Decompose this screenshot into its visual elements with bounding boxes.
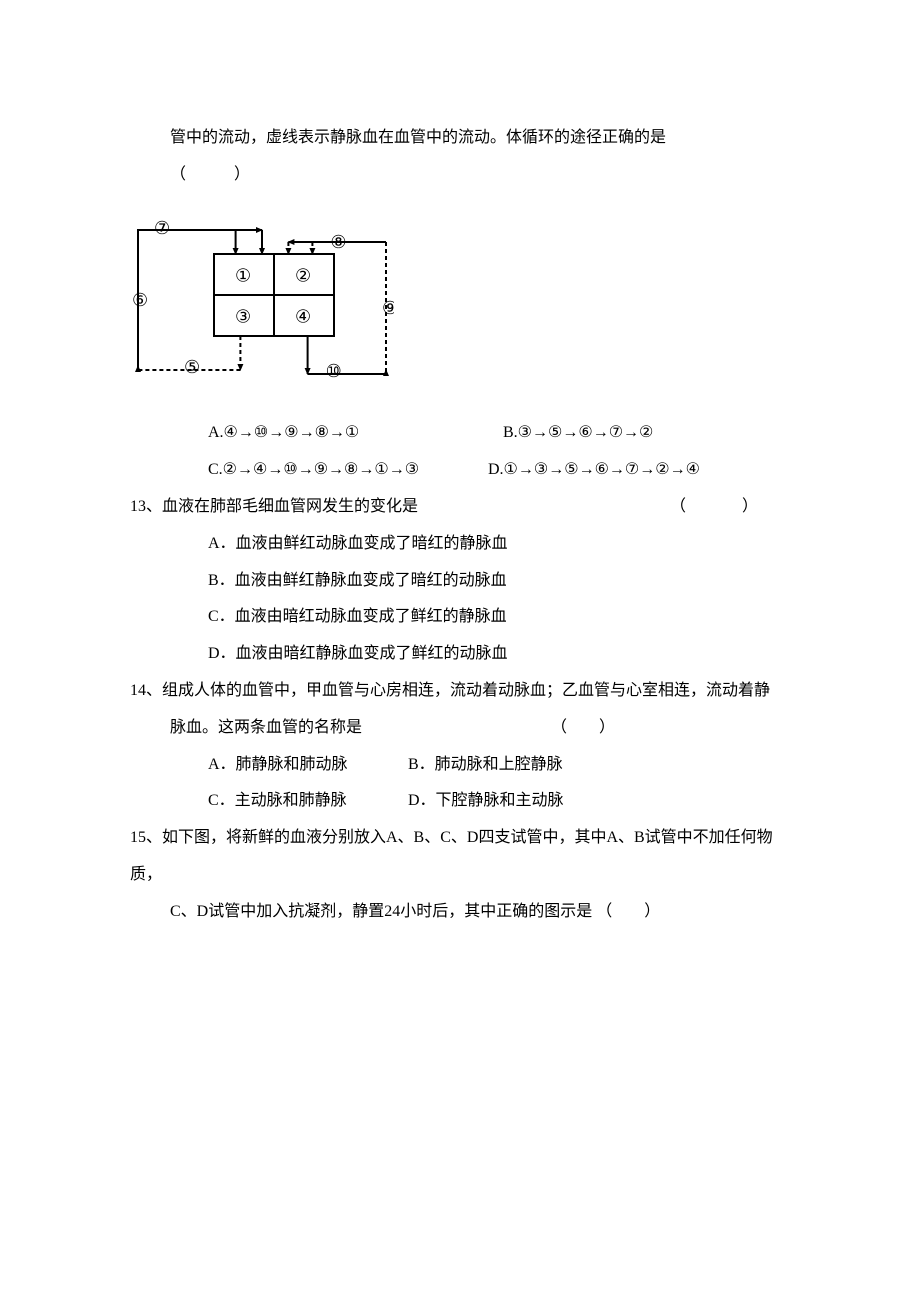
q14-opt-d: D．下腔静脉和主动脉 (408, 783, 564, 820)
q13-opt-d: D．血液由暗红静脉血变成了鲜红的动脉血 (130, 636, 790, 673)
svg-text:②: ② (295, 265, 311, 285)
svg-text:④: ④ (295, 306, 311, 326)
q14-opt-b: B．肺动脉和上腔静脉 (408, 747, 563, 784)
q14-blank: （ ） (551, 710, 615, 747)
q14-options-row1: A．肺静脉和肺动脉 B．肺动脉和上腔静脉 (130, 747, 790, 784)
q15-stem-line2: C、D试管中加入抗凝剂，静置24小时后，其中正确的图示是 （ ） (130, 894, 790, 931)
svg-text:⑤: ⑤ (184, 357, 200, 377)
q14-opt-c: C．主动脉和肺静脉 (208, 783, 408, 820)
q13-stem-text: 13、血液在肺部毛细血管网发生的变化是 (130, 489, 418, 526)
svg-text:①: ① (235, 265, 251, 285)
q12-options-row2: C.②→④→⑩→⑨→⑧→①→③ D.①→③→⑤→⑥→⑦→②→④ (130, 452, 790, 489)
circulation-diagram: ① ② ③ ④ ⑤ ⑥ ⑦ ⑧ ⑨ ⑩ (130, 214, 790, 401)
q12-opt-d: D.①→③→⑤→⑥→⑦→②→④ (488, 452, 790, 489)
svg-text:⑧: ⑧ (330, 232, 346, 252)
q12-opt-a: A.④→⑩→⑨→⑧→① (208, 415, 503, 452)
q12-options-row1: A.④→⑩→⑨→⑧→① B.③→⑤→⑥→⑦→② (130, 415, 790, 452)
q12-opt-c: C.②→④→⑩→⑨→⑧→①→③ (208, 452, 488, 489)
svg-text:⑨: ⑨ (382, 298, 394, 318)
svg-text:⑩: ⑩ (326, 361, 342, 381)
q12-continue-line1: 管中的流动，虚线表示静脉血在血管中的流动。体循环的途径正确的是 (130, 120, 790, 157)
q13-opt-c: C．血液由暗红动脉血变成了鲜红的静脉血 (130, 599, 790, 636)
svg-text:⑦: ⑦ (154, 218, 170, 238)
svg-text:⑥: ⑥ (132, 290, 148, 310)
q14-options-row2: C．主动脉和肺静脉 D．下腔静脉和主动脉 (130, 783, 790, 820)
q14-stem2-prefix: 脉血。这两条血管的名称是 (170, 719, 362, 736)
q13-opt-b: B．血液由鲜红静脉血变成了暗红的动脉血 (130, 563, 790, 600)
q15-stem-line1: 15、如下图，将新鲜的血液分别放入A、B、C、D四支试管中，其中A、B试管中不加… (130, 820, 790, 894)
q12-continue-line2: （ ） (130, 157, 790, 194)
q14-stem-line1: 14、组成人体的血管中，甲血管与心房相连，流动着动脉血；乙血管与心室相连，流动着… (130, 673, 790, 710)
q14-stem-line2: 脉血。这两条血管的名称是 （ ） (130, 710, 790, 747)
q13-stem: 13、血液在肺部毛细血管网发生的变化是 （ ） (130, 489, 790, 526)
q12-opt-b: B.③→⑤→⑥→⑦→② (503, 415, 790, 452)
q13-blank: （ ） (670, 489, 760, 526)
q14-opt-a: A．肺静脉和肺动脉 (208, 747, 408, 784)
svg-text:③: ③ (235, 306, 251, 326)
q13-opt-a: A．血液由鲜红动脉血变成了暗红的静脉血 (130, 526, 790, 563)
